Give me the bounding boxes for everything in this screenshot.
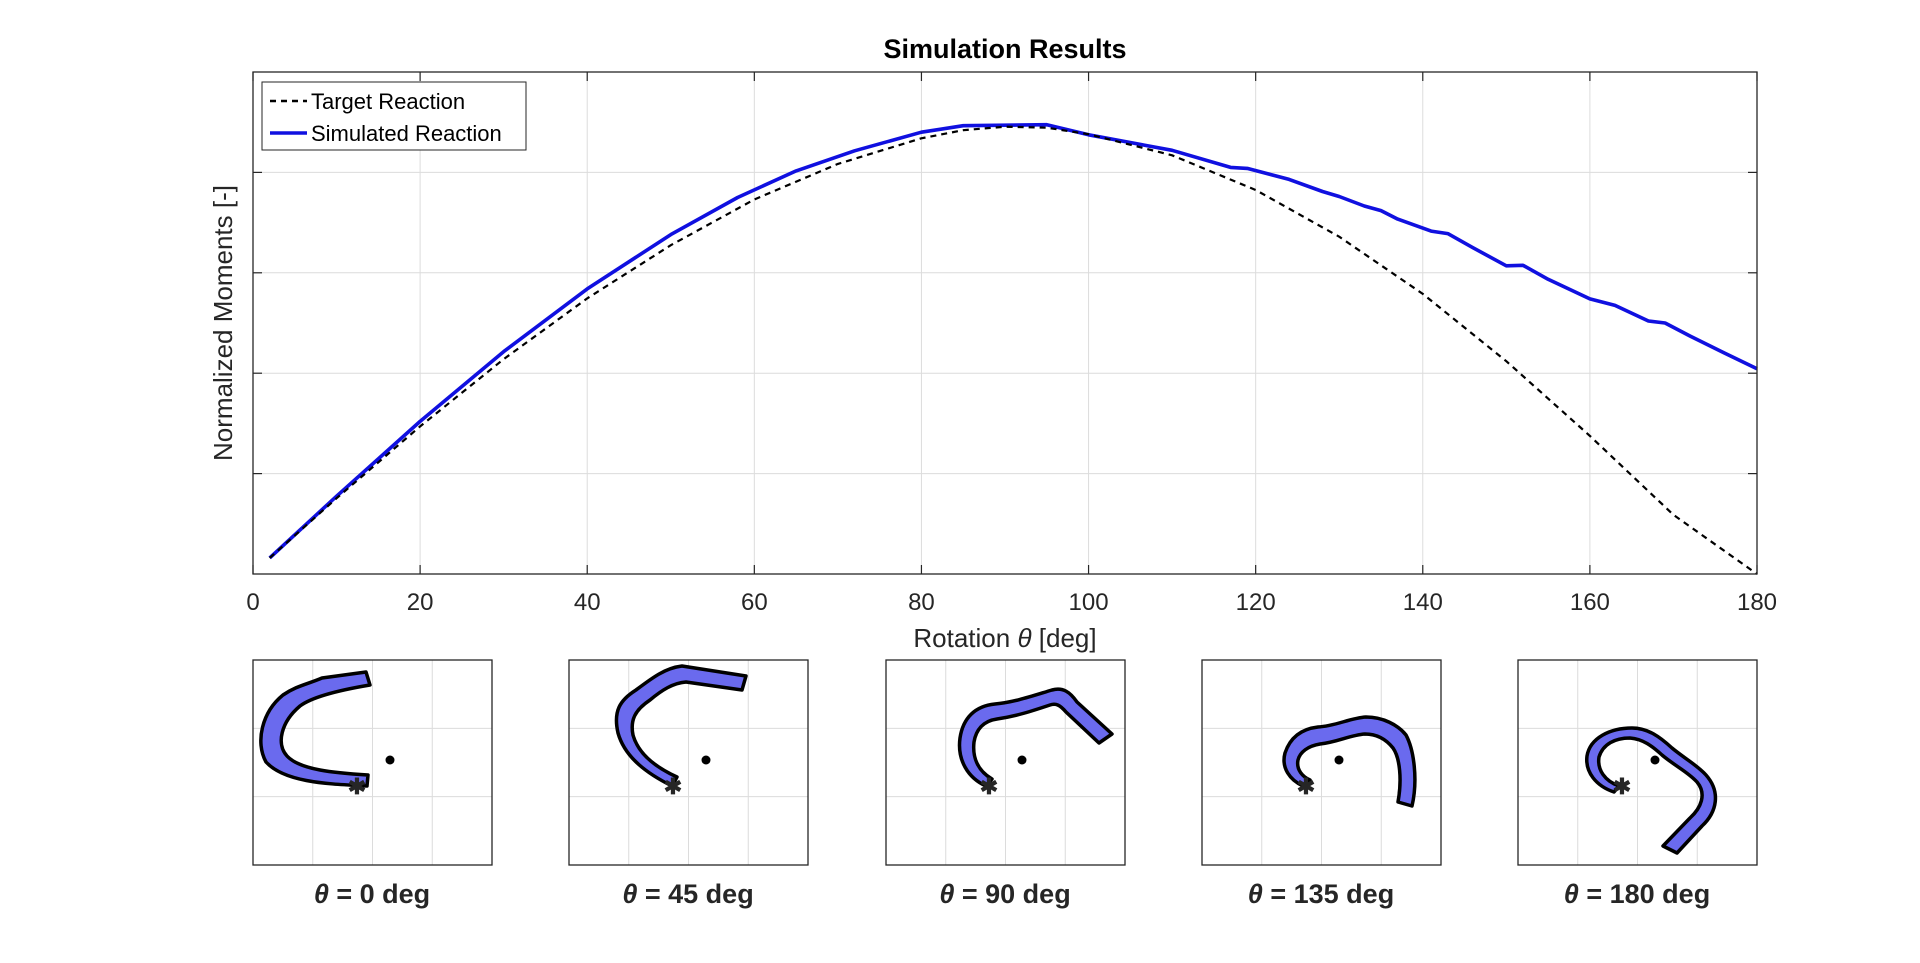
snapshot-panels: ✱ θ = 0 deg ✱ θ = 45 deg ✱ θ = 90 deg ✱: [252, 659, 1758, 909]
beam-shape: [614, 664, 748, 788]
snapshot-frame: [885, 659, 1126, 866]
pivot-point: [1334, 755, 1344, 765]
beam-shape: [1282, 715, 1417, 808]
x-tick-label: 120: [1236, 589, 1276, 616]
x-tick-label: 0: [246, 589, 259, 616]
legend-label-simulated: Simulated Reaction: [311, 121, 502, 146]
x-tick-label: 60: [741, 589, 768, 616]
snapshot-panel-2: ✱ θ = 90 deg: [885, 659, 1126, 909]
legend: Target Reaction Simulated Reaction: [261, 81, 527, 151]
x-tick-label: 160: [1570, 589, 1610, 616]
plot-frame: [252, 71, 1758, 575]
snapshot-panel-3: ✱ θ = 135 deg: [1201, 659, 1442, 909]
y-axis-label: Normalized Moments [-]: [208, 185, 238, 461]
beam-shape: [1585, 726, 1718, 855]
x-axis-label: Rotation θ [deg]: [913, 623, 1096, 653]
snapshot-caption: θ = 45 deg: [622, 879, 753, 909]
fixed-end-marker: ✱: [1613, 774, 1631, 799]
snapshot-panel-1: ✱ θ = 45 deg: [568, 659, 809, 909]
snapshot-panel-0: ✱ θ = 0 deg: [252, 659, 493, 909]
fixed-end-marker: ✱: [348, 774, 366, 799]
snapshot-frame: [1517, 659, 1758, 866]
main-chart: 0 20 40 60 80 100 120 140 160 180 Simulation Resu…: [208, 34, 1777, 653]
simulated-reaction-line: [268, 122, 1758, 560]
chart-title: Simulation Results: [883, 34, 1126, 64]
snapshot-caption: θ = 0 deg: [314, 879, 430, 909]
legend-box: [261, 81, 527, 151]
snapshot-caption: θ = 135 deg: [1248, 879, 1394, 909]
grid: [253, 72, 1757, 574]
beam-shape: [259, 670, 372, 788]
snapshot-frame: [568, 659, 809, 866]
snapshot-frame: [1201, 659, 1442, 866]
x-tick-label: 100: [1069, 589, 1109, 616]
fixed-end-marker: ✱: [1297, 774, 1315, 799]
y-ticks: [253, 171, 1757, 475]
fixed-end-marker: ✱: [980, 774, 998, 799]
legend-label-target: Target Reaction: [311, 89, 465, 114]
fixed-end-marker: ✱: [664, 774, 682, 799]
x-tick-label: 180: [1737, 589, 1777, 616]
pivot-point: [385, 755, 395, 765]
x-tick-label: 40: [574, 589, 601, 616]
snapshot-frame: [252, 659, 493, 866]
snapshot-caption: θ = 180 deg: [1564, 879, 1710, 909]
x-tick-label: 20: [407, 589, 434, 616]
x-ticks: 0 20 40 60 80 100 120 140 160 180: [246, 72, 1777, 616]
pivot-point: [1017, 755, 1027, 765]
target-reaction-line: [268, 125, 1758, 575]
x-tick-label: 80: [908, 589, 935, 616]
series-layer: [268, 122, 1758, 575]
pivot-point: [701, 755, 711, 765]
snapshot-caption: θ = 90 deg: [939, 879, 1070, 909]
pivot-point: [1650, 755, 1660, 765]
x-tick-label: 140: [1403, 589, 1443, 616]
snapshot-panel-4: ✱ θ = 180 deg: [1517, 659, 1758, 909]
beam-shape: [957, 687, 1114, 788]
